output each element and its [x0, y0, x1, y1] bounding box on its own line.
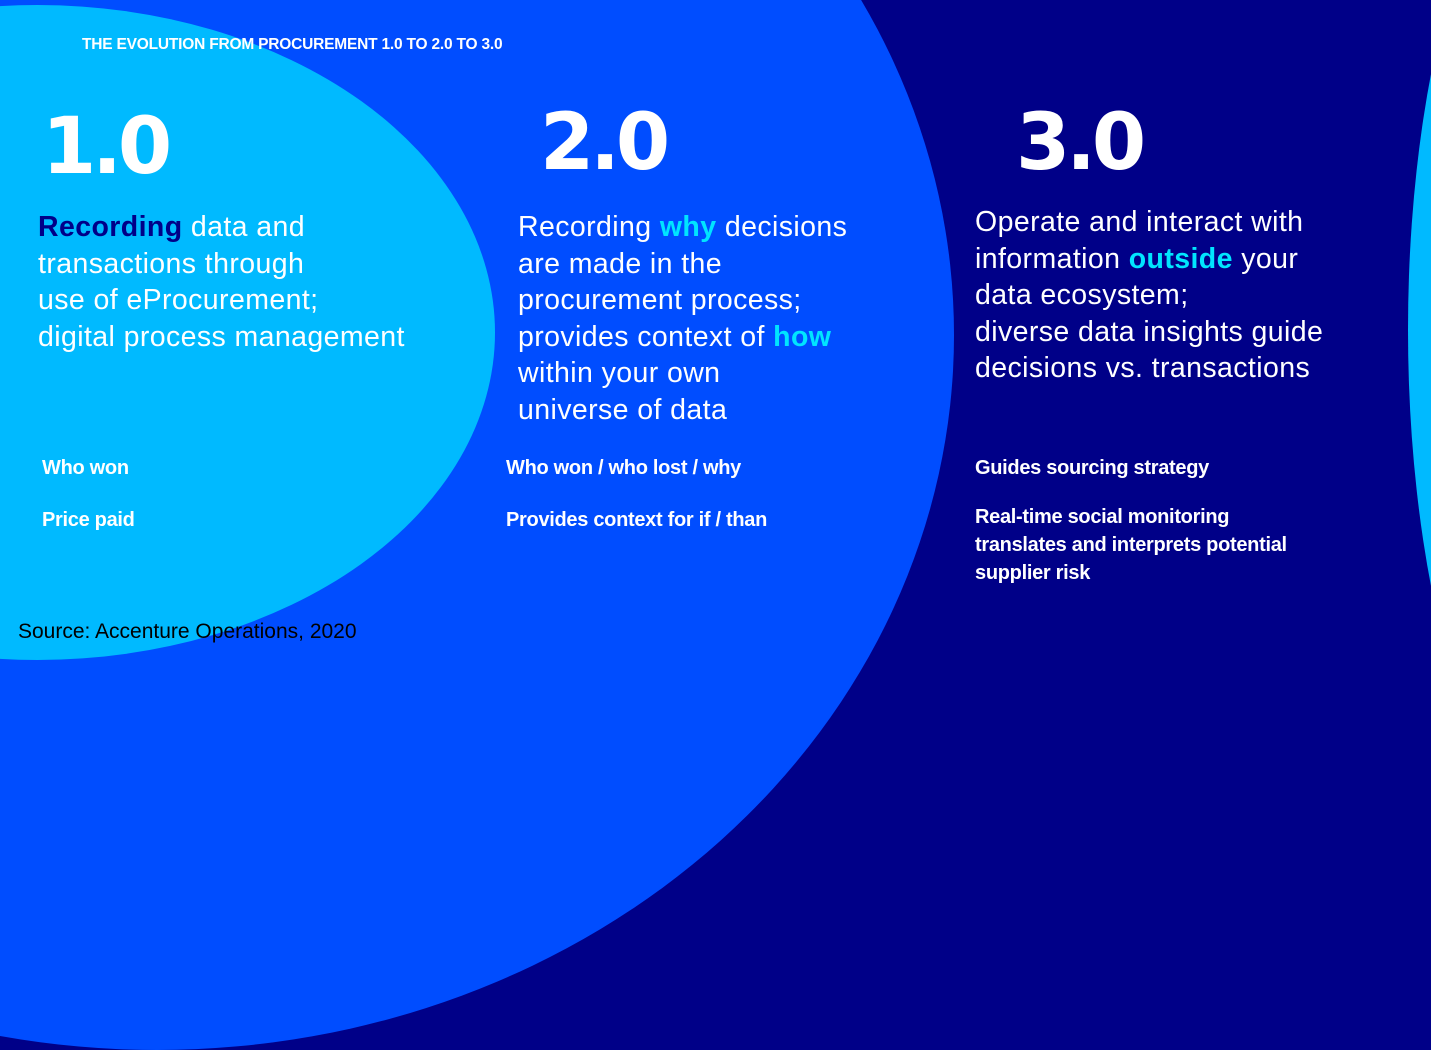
edge-accent-circle	[1408, 0, 1431, 880]
stage-2-point: Provides context for if / than	[506, 509, 768, 531]
stage-1-version: 1.0	[42, 102, 172, 192]
stage-2-desc-text: decisions	[724, 211, 848, 243]
stage-2-desc-line: universe of data	[518, 393, 728, 426]
source-citation: Source: Accenture Operations, 2020	[18, 620, 357, 643]
stage-2-point: Who won / who lost / why	[506, 457, 741, 479]
stage-3-desc-text: information	[975, 242, 1121, 275]
stage-2-version: 2.0	[540, 98, 670, 188]
stage-3-point: Real-time social monitoring	[975, 506, 1230, 528]
stage-3-point: Guides sourcing strategy	[975, 457, 1209, 479]
stage-2-desc-text: Recording	[518, 211, 652, 243]
stage-3-desc-text: your	[1241, 242, 1299, 275]
stage-1-highlight: Recording	[38, 211, 183, 243]
stage-1-point: Who won	[42, 457, 129, 479]
stage-2-desc-line: within your own	[518, 357, 721, 389]
stage-3-point: translates and interprets potential	[975, 534, 1287, 556]
stage-3-point: supplier risk	[975, 562, 1091, 584]
stage-1-point: Price paid	[42, 509, 135, 531]
stage-1-description: Recording data and transactions through …	[38, 209, 405, 355]
stage-2-desc-line: procurement process;	[518, 284, 802, 316]
stage-3-desc-line: diverse data insights guide	[975, 315, 1324, 348]
stage-2-desc-text: provides context of	[518, 320, 765, 353]
stage-1-desc-line: use of eProcurement;	[38, 284, 319, 316]
stage-3-desc-line: data ecosystem;	[975, 279, 1189, 311]
stage-1-desc-line: transactions through	[38, 247, 305, 280]
stage-2-highlight-how: how	[773, 320, 832, 353]
stage-3-description: Operate and interact with information ou…	[975, 204, 1323, 387]
stage-2-description: Recording why decisions are made in the …	[518, 209, 847, 428]
stage-3-version: 3.0	[1016, 98, 1146, 188]
stage-3-desc-line: Operate and interact with	[975, 206, 1304, 238]
stage-1-desc-line: data and	[190, 211, 305, 243]
diagram-title: THE EVOLUTION FROM PROCUREMENT 1.0 TO 2.…	[82, 36, 503, 53]
stage-2-desc-line: are made in the	[518, 247, 723, 280]
stage-3-desc-line: decisions vs. transactions	[975, 352, 1311, 384]
stage-2-highlight-why: why	[659, 211, 717, 243]
stage-1-desc-line: digital process management	[38, 320, 405, 353]
stage-3-highlight-outside: outside	[1128, 242, 1233, 275]
